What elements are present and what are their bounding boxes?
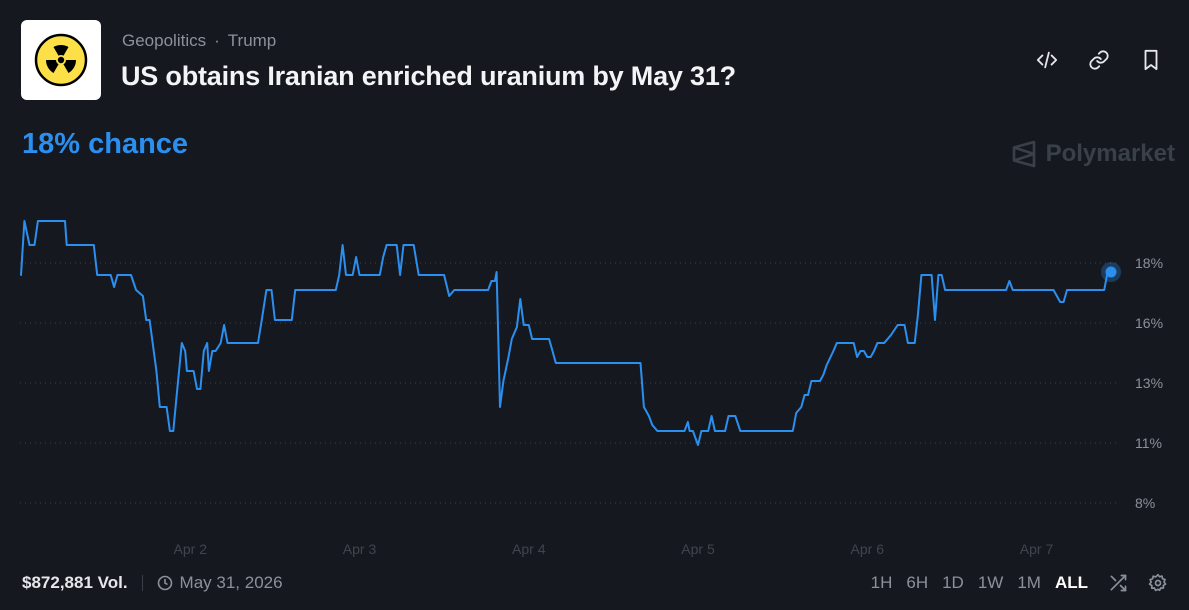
- radiation-icon: [34, 33, 88, 87]
- polymarket-logo-icon: [1012, 140, 1035, 168]
- polymarket-watermark: Polymarket: [1011, 140, 1175, 168]
- y-tick-label: 11%: [1135, 435, 1162, 451]
- range-1h[interactable]: 1H: [870, 573, 893, 592]
- range-1w[interactable]: 1W: [977, 573, 1004, 592]
- price-chart: 18% 16% 13% 11% 8% Apr 2 Apr 3 Apr 4 Apr 5 Apr 6 A…: [20, 220, 1163, 557]
- time-range-selector: 1H 6H 1D 1W 1M ALL: [870, 572, 1169, 594]
- header-actions: [1035, 48, 1163, 72]
- x-tick-label: Apr 5: [681, 541, 715, 557]
- range-all[interactable]: ALL: [1054, 573, 1088, 592]
- clock-icon: [157, 575, 172, 591]
- link-icon: [1089, 50, 1109, 70]
- x-tick-label: Apr 4: [512, 541, 546, 557]
- end-date-text: May 31, 2026: [179, 573, 283, 592]
- x-tick-label: Apr 7: [1020, 541, 1054, 557]
- breadcrumb: Geopolitics · Trump: [122, 31, 276, 51]
- y-tick-label: 13%: [1135, 375, 1163, 391]
- end-date: May 31, 2026: [157, 573, 283, 593]
- volume-text: $872,881 Vol.: [22, 573, 128, 592]
- settings-button[interactable]: [1147, 572, 1169, 594]
- end-marker-dot: [1105, 266, 1117, 278]
- y-tick-label: 16%: [1135, 315, 1163, 331]
- copy-link-button[interactable]: [1087, 48, 1111, 72]
- category-link[interactable]: Geopolitics: [122, 31, 207, 50]
- market-title: US obtains Iranian enriched uranium by M…: [121, 61, 736, 91]
- x-tick-label: Apr 6: [851, 541, 885, 557]
- x-tick-label: Apr 3: [343, 541, 377, 557]
- shuffle-button[interactable]: [1107, 572, 1129, 594]
- range-1d[interactable]: 1D: [942, 573, 964, 592]
- market-thumbnail: [21, 20, 101, 100]
- range-6h[interactable]: 6H: [906, 573, 929, 592]
- breadcrumb-separator: ·: [214, 31, 220, 50]
- chart-footer: $872,881 Vol. May 31, 2026 1H 6H 1D 1W 1…: [22, 572, 1169, 594]
- bookmark-icon: [1144, 49, 1158, 71]
- series-line: [20, 220, 1112, 446]
- bookmark-button[interactable]: [1139, 48, 1163, 72]
- footer-divider: [141, 575, 143, 591]
- chance-display: 18% chance: [22, 128, 189, 160]
- x-tick-label: Apr 2: [174, 541, 208, 557]
- shuffle-icon: [1110, 574, 1127, 592]
- y-tick-label: 8%: [1135, 495, 1155, 511]
- embed-button[interactable]: [1035, 48, 1059, 72]
- watermark-text: Polymarket: [1045, 140, 1175, 167]
- embed-icon: [1036, 51, 1058, 69]
- tag-link[interactable]: Trump: [227, 31, 277, 50]
- y-tick-label: 18%: [1135, 255, 1163, 271]
- range-1m[interactable]: 1M: [1017, 573, 1041, 592]
- gear-icon: [1148, 573, 1167, 592]
